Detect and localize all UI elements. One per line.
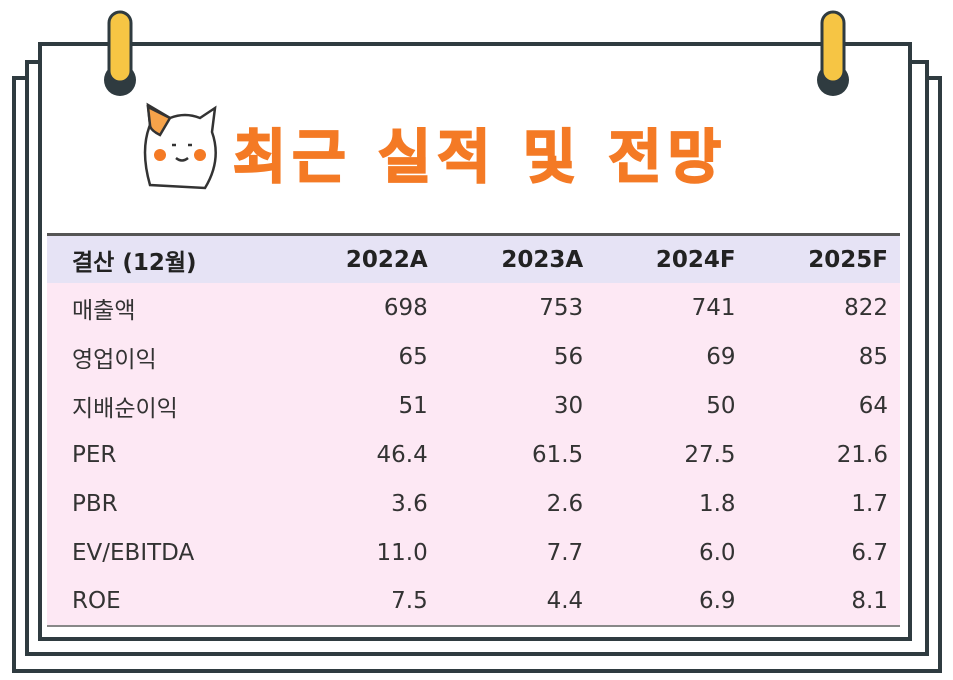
- table-cell: 6.9: [698, 588, 736, 614]
- table-cell: 69: [706, 343, 736, 370]
- table-cell: 753: [539, 294, 584, 321]
- table-cell: 21.6: [836, 441, 888, 468]
- table-body: 매출액 698 753 741 822 영업이익 65 56 69 85 지배순이익 51 30 50 64…: [47, 283, 900, 626]
- table-cell: 4.4: [546, 588, 584, 614]
- table-row: PBR 3.6 2.6 1.8 1.7: [47, 479, 900, 528]
- table-cell: 64: [858, 392, 888, 419]
- row-label: 영업이익: [72, 346, 157, 373]
- table-cell: 8.1: [851, 588, 888, 614]
- table-row: 매출액 698 753 741 822: [47, 283, 900, 332]
- table-cell: 61.5: [531, 441, 584, 468]
- row-label: PER: [72, 441, 117, 468]
- table-cell: 822: [844, 294, 888, 321]
- table-cell: 65: [398, 343, 428, 370]
- table-cell: 30: [553, 392, 584, 419]
- title: 최근 실적 및 전망: [232, 122, 728, 192]
- table-cell: 6.0: [698, 539, 736, 566]
- row-label: PBR: [72, 490, 118, 517]
- table-cell: 741: [691, 294, 736, 321]
- table-cell: 7.7: [546, 539, 584, 566]
- row-label: EV/EBITDA: [72, 539, 195, 566]
- table-cell: 1.8: [698, 490, 736, 517]
- table-cell: 51: [398, 392, 428, 419]
- table-cell: 11.0: [376, 539, 428, 566]
- table-cell: 50: [706, 392, 736, 419]
- column-header: 결산 (12월): [72, 249, 197, 276]
- row-label: 매출액: [72, 297, 136, 324]
- table-row: EV/EBITDA 11.0 7.7 6.0 6.7: [47, 528, 900, 577]
- header-row: 결산 (12월) 2022A 2023A 2024F 2025F: [47, 234, 900, 283]
- table-cell: 46.4: [376, 441, 428, 468]
- table-row: PER 46.4 61.5 27.5 21.6: [47, 430, 900, 479]
- column-header: 2023A: [501, 246, 584, 273]
- table-row: ROE 7.5 4.4 6.9 8.1: [47, 577, 900, 626]
- column-header: 2022A: [345, 246, 428, 273]
- table-cell: 27.5: [684, 441, 736, 468]
- column-header: 2024F: [655, 246, 736, 273]
- table-cell: 698: [383, 294, 428, 321]
- table-cell: 85: [858, 343, 888, 370]
- results-table: 결산 (12월) 2022A 2023A 2024F 2025F 매출액 698 753 74…: [47, 233, 900, 627]
- table-cell: 1.7: [851, 490, 888, 517]
- cat-icon: [143, 102, 217, 190]
- row-label: ROE: [72, 588, 121, 614]
- table-cell: 3.6: [391, 490, 428, 517]
- row-label: 지배순이익: [72, 395, 178, 422]
- table-row: 지배순이익 51 30 50 64: [47, 381, 900, 430]
- table-cell: 2.6: [546, 490, 584, 517]
- column-header: 2025F: [808, 246, 888, 273]
- table-row: 영업이익 65 56 69 85: [47, 332, 900, 381]
- table-cell: 6.7: [851, 539, 888, 566]
- table-cell: 7.5: [391, 588, 428, 614]
- table-cell: 56: [553, 343, 584, 370]
